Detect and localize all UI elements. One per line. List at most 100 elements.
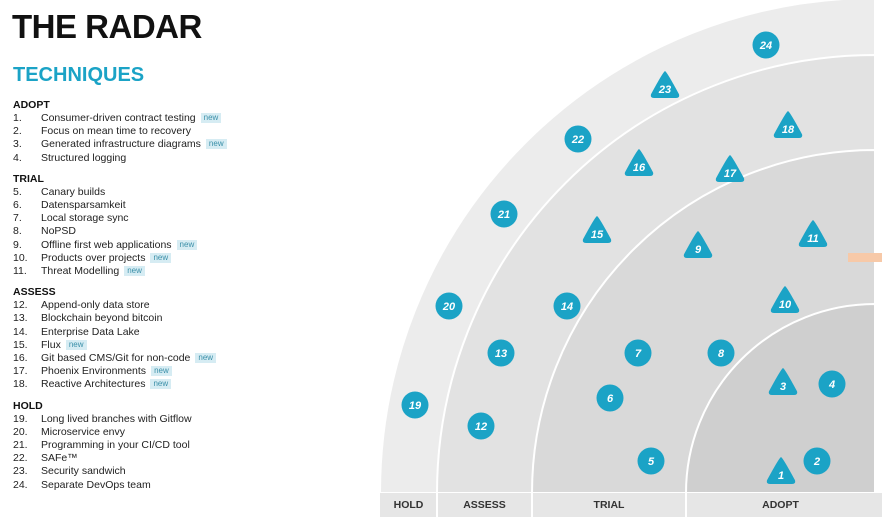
blip-13[interactable]: 13 — [487, 339, 515, 367]
blip-circle-shape — [803, 447, 831, 475]
legend-item-label: Long lived branches with Gitflow — [41, 412, 192, 425]
new-badge: new — [151, 366, 172, 377]
blip-24[interactable]: 24 — [752, 31, 780, 59]
blip-triangle-shape — [683, 231, 713, 258]
blip-number: 7 — [635, 348, 642, 360]
blip-7[interactable]: 7 — [624, 339, 652, 367]
blip-circle-shape — [487, 339, 515, 367]
blip-12[interactable]: 12 — [467, 412, 495, 440]
blip-number: 3 — [780, 381, 786, 393]
legend-item-number: 5. — [13, 185, 22, 198]
legend-item-number: 11. — [13, 265, 27, 278]
legend-item-number: 17. — [13, 365, 28, 378]
legend-item: 2. Focus on mean time to recovery — [13, 125, 383, 138]
blip-5[interactable]: 5 — [637, 447, 665, 475]
legend-item-label: Products over projects — [41, 251, 146, 264]
legend-item-number: 14. — [13, 325, 28, 338]
legend-item-number: 16. — [13, 352, 28, 365]
blip-19[interactable]: 19 — [401, 391, 429, 419]
blip-triangle-shape — [770, 286, 800, 313]
new-badge: new — [176, 239, 198, 250]
blip-4[interactable]: 4 — [818, 370, 846, 398]
blip-6[interactable]: 6 — [596, 384, 624, 412]
legend-item-number: 21. — [13, 439, 28, 452]
legend-item: 4. Structured logging — [13, 152, 383, 165]
radar-rings — [378, 0, 882, 517]
blip-circle-shape — [818, 370, 846, 398]
blip-number: 9 — [695, 244, 702, 256]
legend-item-label: Phoenix Environments — [41, 365, 147, 378]
blip-number: 12 — [475, 421, 487, 433]
blip-number: 15 — [591, 229, 604, 241]
blip-15[interactable]: 15 — [582, 216, 612, 243]
blip-2[interactable]: 2 — [803, 447, 831, 475]
blip-circle-shape — [564, 125, 592, 153]
blip-23[interactable]: 23 — [650, 71, 680, 98]
legend-item: 21. Programming in your CI/CD tool — [13, 439, 383, 452]
ring-label-bar — [380, 493, 882, 517]
blip-number: 5 — [648, 456, 655, 468]
legend-section-heading: ADOPT — [13, 99, 50, 111]
blip-number: 6 — [607, 393, 614, 405]
blip-1[interactable]: 1 — [766, 457, 796, 484]
blip-9[interactable]: 9 — [683, 231, 713, 258]
legend-item-label: Focus on mean time to recovery — [41, 125, 191, 138]
blip-21[interactable]: 21 — [490, 200, 518, 228]
blip-22[interactable]: 22 — [564, 125, 592, 153]
legend-item: 14. Enterprise Data Lake — [13, 326, 383, 339]
blip-circle-shape — [401, 391, 429, 419]
blip-number: 20 — [442, 301, 456, 313]
legend-item-label: Consumer-driven contract testing — [41, 112, 196, 124]
blip-number: 19 — [409, 400, 422, 412]
legend-item: 23. Security sandwich — [13, 465, 383, 478]
legend-item: 11. Threat Modelling new — [13, 265, 383, 278]
blip-18[interactable]: 18 — [773, 111, 803, 138]
blip-number: 13 — [495, 348, 507, 360]
blip-20[interactable]: 20 — [435, 292, 463, 320]
legend-item: 7. Local storage sync — [13, 212, 383, 225]
new-badge: new — [124, 266, 145, 277]
blip-3[interactable]: 3 — [768, 368, 798, 395]
ring-labels: HOLD ASSESS TRIAL ADOPT — [394, 499, 800, 511]
new-badge: new — [195, 353, 217, 364]
legend-item: 1. Consumer-driven contract testing new — [13, 112, 383, 125]
legend-item-number: 9. — [13, 238, 22, 251]
legend-item-number: 13. — [13, 312, 28, 325]
legend-item-label: Offline first web applications — [41, 238, 172, 251]
blip-17[interactable]: 17 — [715, 155, 745, 182]
legend-item: 13. Blockchain beyond bitcoin — [13, 312, 383, 325]
blip-11[interactable]: 11 — [798, 220, 828, 247]
blip-16[interactable]: 16 — [624, 149, 654, 176]
blip-number: 10 — [779, 299, 792, 311]
blip-14[interactable]: 14 — [553, 292, 581, 320]
blip-number: 2 — [813, 456, 820, 468]
blip-number: 24 — [759, 40, 772, 52]
legend-item: 10. Products over projects new — [13, 252, 383, 265]
blip-triangle-shape — [766, 457, 796, 484]
legend-item-label: Microservice envy — [41, 425, 126, 438]
legend-item-label: Security sandwich — [41, 465, 126, 478]
blip-number: 17 — [724, 168, 737, 180]
blip-triangle-shape — [773, 111, 803, 138]
legend-item-number: 4. — [13, 151, 22, 164]
blip-triangle-shape — [798, 220, 828, 247]
new-badge: new — [200, 113, 222, 123]
blip-circle-shape — [467, 412, 495, 440]
legend-item-label: Reactive Architectures — [41, 378, 146, 391]
blip-circle-shape — [752, 31, 780, 59]
blip-number: 14 — [561, 301, 573, 313]
legend-item-label: Generated infrastructure diagrams — [41, 138, 201, 151]
blip-triangle-shape — [624, 149, 654, 176]
blip-10[interactable]: 10 — [770, 286, 800, 313]
legend-item-number: 3. — [13, 138, 22, 151]
legend-item: 9. Offline first web applications new — [13, 239, 383, 252]
legend-item: 17. Phoenix Environments new — [13, 365, 383, 378]
legend-item-number: 2. — [13, 125, 22, 138]
legend-item-label: NoPSD — [41, 225, 77, 238]
blip-8[interactable]: 8 — [707, 339, 735, 367]
blip-circle-shape — [553, 292, 581, 320]
legend-item: 18. Reactive Architectures new — [13, 378, 383, 391]
blip-circle-shape — [490, 200, 518, 228]
